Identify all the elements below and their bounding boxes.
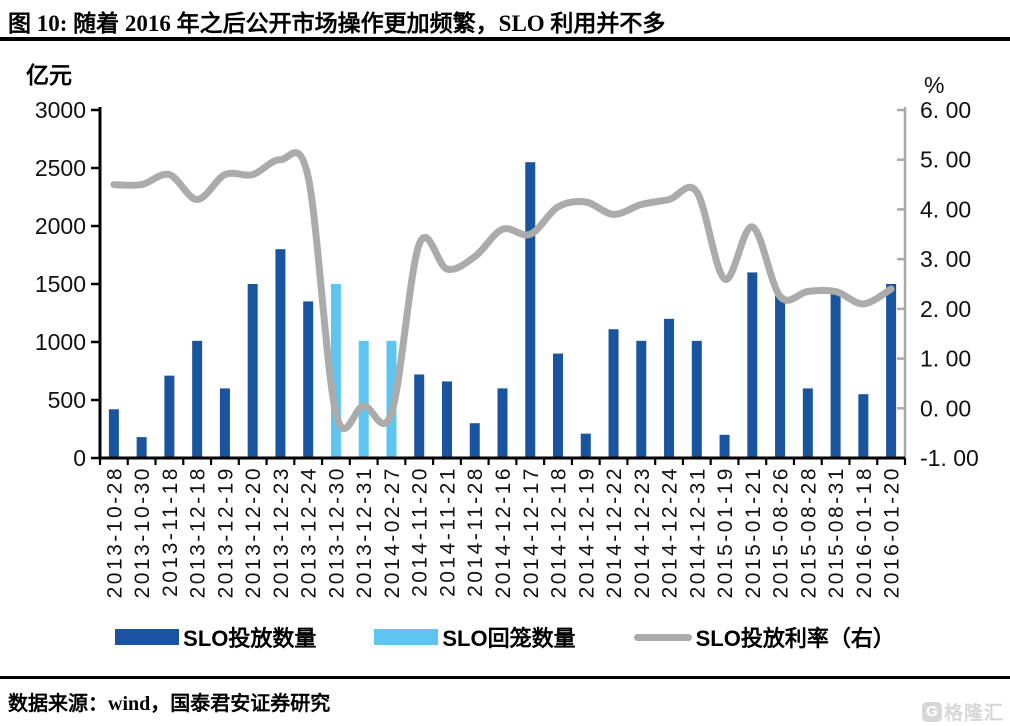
svg-text:2000: 2000 xyxy=(35,213,86,239)
gelonghui-brand-name: 格隆汇 xyxy=(943,703,1004,724)
slo-combo-chart: 0 500 1000 1500 2000 2500 3000 -1. 00 0. 00 1. 00… xyxy=(35,97,979,598)
svg-text:2013-12-30: 2013-12-30 xyxy=(325,466,348,598)
svg-text:0. 00: 0. 00 xyxy=(920,395,971,421)
svg-text:500: 500 xyxy=(48,387,86,413)
svg-text:2015-08-28: 2015-08-28 xyxy=(797,466,820,598)
svg-text:1. 00: 1. 00 xyxy=(920,346,971,372)
svg-text:2016-01-18: 2016-01-18 xyxy=(853,466,876,598)
data-source-note: 数据来源：wind，国泰君安证券研究 xyxy=(8,693,331,715)
svg-text:2014-02-27: 2014-02-27 xyxy=(381,466,404,598)
title-divider xyxy=(0,37,1010,41)
svg-text:6. 00: 6. 00 xyxy=(920,97,971,123)
svg-text:2014-12-23: 2014-12-23 xyxy=(631,466,654,598)
svg-text:2014-12-22: 2014-12-22 xyxy=(603,466,626,598)
svg-text:2015-08-26: 2015-08-26 xyxy=(770,466,793,598)
svg-text:2500: 2500 xyxy=(35,155,86,181)
svg-text:0: 0 xyxy=(73,445,86,471)
chart-legend: SLO投放数量 SLO回笼数量 SLO投放利率（右） xyxy=(0,620,1010,654)
svg-text:2013-10-28: 2013-10-28 xyxy=(103,466,126,598)
slo-withdraw-swatch-icon xyxy=(374,629,439,645)
svg-text:1000: 1000 xyxy=(35,329,86,355)
svg-text:2014-11-21: 2014-11-21 xyxy=(436,466,459,597)
slo-rate-line-swatch-icon xyxy=(633,633,692,641)
svg-text:2014-11-28: 2014-11-28 xyxy=(464,466,487,597)
legend-label: SLO回笼数量 xyxy=(442,626,576,651)
slo-issue-swatch-icon xyxy=(115,629,180,645)
legend-item-slo-issue: SLO投放数量 xyxy=(115,621,316,653)
svg-text:2016-01-20: 2016-01-20 xyxy=(881,466,904,598)
svg-text:2013-12-23: 2013-12-23 xyxy=(270,466,293,598)
svg-text:2014-12-18: 2014-12-18 xyxy=(548,466,571,598)
svg-text:2014-12-31: 2014-12-31 xyxy=(686,466,709,598)
legend-label: SLO投放利率（右） xyxy=(695,626,895,651)
svg-text:2013-12-20: 2013-12-20 xyxy=(242,466,265,598)
svg-text:1500: 1500 xyxy=(35,271,86,297)
svg-text:2. 00: 2. 00 xyxy=(920,296,971,322)
figure-title: 图 10: 随着 2016 年之后公开市场操作更加频繁，SLO 利用并不多 xyxy=(8,11,666,36)
legend-item-slo-rate: SLO投放利率（右） xyxy=(633,621,895,653)
svg-text:4. 00: 4. 00 xyxy=(920,196,971,222)
svg-text:2014-11-20: 2014-11-20 xyxy=(409,466,432,597)
gelonghui-watermark: G 格隆汇 xyxy=(921,698,1004,725)
svg-text:2013-11-18: 2013-11-18 xyxy=(159,466,182,597)
svg-text:3000: 3000 xyxy=(35,97,86,123)
footer-divider xyxy=(0,676,1010,679)
svg-text:5. 00: 5. 00 xyxy=(920,147,971,173)
svg-text:2013-12-24: 2013-12-24 xyxy=(298,466,321,598)
legend-item-slo-withdraw: SLO回笼数量 xyxy=(374,621,576,653)
svg-text:2014-12-16: 2014-12-16 xyxy=(492,466,515,598)
svg-text:2015-01-19: 2015-01-19 xyxy=(714,466,737,598)
svg-text:-1. 00: -1. 00 xyxy=(920,445,979,471)
legend-label: SLO投放数量 xyxy=(183,626,317,651)
svg-text:2013-12-19: 2013-12-19 xyxy=(214,466,237,598)
svg-text:2015-08-31: 2015-08-31 xyxy=(825,466,848,598)
svg-text:2013-12-18: 2013-12-18 xyxy=(187,466,210,598)
gelonghui-logo-icon: G xyxy=(921,701,942,722)
svg-text:2015-01-21: 2015-01-21 xyxy=(742,466,765,598)
left-axis-unit: 亿元 xyxy=(26,63,72,88)
svg-text:2014-12-17: 2014-12-17 xyxy=(520,466,543,598)
svg-text:2014-12-19: 2014-12-19 xyxy=(575,466,598,598)
svg-text:3. 00: 3. 00 xyxy=(920,246,971,272)
right-axis-unit: % xyxy=(924,72,945,98)
svg-text:2014-12-24: 2014-12-24 xyxy=(659,466,682,598)
svg-text:2013-12-31: 2013-12-31 xyxy=(353,466,376,598)
svg-text:2013-10-30: 2013-10-30 xyxy=(131,466,154,598)
